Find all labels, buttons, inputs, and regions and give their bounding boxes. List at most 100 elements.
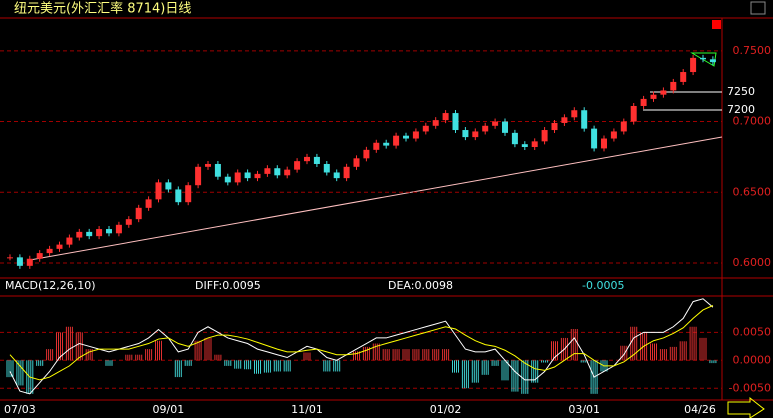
candle-body bbox=[313, 156, 320, 164]
candle-body bbox=[541, 130, 548, 142]
candle-body bbox=[610, 131, 617, 139]
candle-body bbox=[214, 163, 221, 177]
candle-body bbox=[185, 185, 192, 203]
candle-body bbox=[86, 231, 93, 237]
dea-label: DEA:0.0098 bbox=[388, 279, 453, 292]
candle-body bbox=[601, 138, 607, 149]
candle-body bbox=[700, 57, 706, 60]
candle-body bbox=[294, 161, 301, 170]
x-tick-label: 07/03 bbox=[4, 403, 36, 416]
macd-line bbox=[9, 298, 714, 395]
hist-label: -0.0005 bbox=[582, 279, 624, 292]
macd-line bbox=[9, 305, 714, 381]
candle-body bbox=[502, 121, 508, 133]
candle-body bbox=[36, 253, 43, 259]
candle-body bbox=[432, 120, 439, 126]
candle-body bbox=[670, 81, 677, 91]
trend-line bbox=[29, 136, 723, 261]
candle-body bbox=[165, 182, 172, 190]
candle-body bbox=[680, 72, 687, 82]
candle-body bbox=[581, 110, 588, 129]
candle-body bbox=[304, 156, 310, 162]
y-tick-label: 0.7000 bbox=[733, 115, 772, 128]
x-tick-label: 03/01 bbox=[568, 403, 600, 416]
candle-body bbox=[254, 173, 261, 179]
menu-button[interactable] bbox=[750, 1, 766, 15]
annotation: 7200 bbox=[727, 103, 755, 116]
candle-body bbox=[511, 132, 518, 145]
candle-body bbox=[244, 172, 251, 179]
macd-title: MACD(12,26,10) bbox=[5, 279, 96, 292]
candle-body bbox=[393, 135, 400, 146]
candle-body bbox=[403, 135, 409, 139]
candle-body bbox=[224, 176, 231, 183]
candle-body bbox=[640, 98, 647, 106]
y-tick-label: 0.7500 bbox=[733, 44, 772, 57]
corner-marker bbox=[712, 20, 721, 29]
candle-body bbox=[561, 117, 568, 123]
candle-body bbox=[175, 189, 182, 203]
candle-body bbox=[274, 168, 281, 176]
candle-body bbox=[115, 224, 122, 234]
candle-body bbox=[46, 248, 53, 254]
candle-body bbox=[353, 158, 360, 167]
candle-body bbox=[56, 244, 63, 249]
candle-body bbox=[482, 125, 489, 132]
candle-body bbox=[709, 59, 716, 63]
candle-body bbox=[125, 219, 132, 225]
candle-body bbox=[462, 130, 469, 138]
scroll-arrow[interactable] bbox=[727, 396, 765, 418]
candle-body bbox=[145, 199, 152, 208]
y-tick-label: 0.0050 bbox=[733, 325, 772, 338]
candle-body bbox=[412, 131, 419, 139]
chart-title: 纽元美元(外汇汇率 8714)日线 bbox=[14, 1, 191, 17]
y-tick-label: -0.0050 bbox=[729, 381, 771, 394]
candle-body bbox=[323, 163, 330, 173]
candle-body bbox=[521, 144, 528, 148]
candle-body bbox=[333, 172, 340, 179]
candle-body bbox=[531, 141, 538, 148]
candle-body bbox=[452, 113, 459, 131]
candle-body bbox=[76, 231, 83, 238]
x-tick-label: 11/01 bbox=[291, 403, 323, 416]
candle-body bbox=[26, 258, 33, 266]
x-tick-label: 09/01 bbox=[153, 403, 185, 416]
candle-body bbox=[571, 110, 578, 118]
candle-body bbox=[373, 142, 380, 150]
candle-body bbox=[343, 166, 350, 179]
candle-body bbox=[96, 229, 103, 237]
diff-label: DIFF:0.0095 bbox=[195, 279, 261, 292]
y-tick-label: 0.0000 bbox=[733, 353, 772, 366]
y-tick-label: 0.6000 bbox=[733, 256, 772, 269]
candle-body bbox=[492, 121, 499, 126]
candle-body bbox=[630, 105, 637, 122]
candle-body bbox=[205, 163, 211, 167]
candle-body bbox=[422, 125, 429, 132]
candle-body bbox=[7, 257, 13, 259]
annotation: 7250 bbox=[727, 85, 755, 98]
candle-body bbox=[620, 121, 627, 132]
candle-body bbox=[264, 168, 271, 174]
candle-body bbox=[591, 128, 598, 149]
candle-body bbox=[155, 182, 162, 200]
candle-body bbox=[472, 131, 479, 138]
candle-body bbox=[650, 94, 657, 99]
candle-body bbox=[66, 237, 73, 245]
y-tick-label: 0.6500 bbox=[733, 185, 772, 198]
candle-body bbox=[234, 172, 241, 183]
candle-body bbox=[284, 169, 291, 176]
x-tick-label: 04/26 bbox=[684, 403, 716, 416]
candle-body bbox=[135, 207, 142, 220]
candle-body bbox=[551, 122, 558, 131]
candle-body bbox=[383, 142, 390, 146]
candle-body bbox=[195, 166, 202, 186]
candle-body bbox=[660, 90, 667, 95]
candle-body bbox=[16, 257, 23, 266]
candle-body bbox=[442, 113, 449, 121]
x-tick-label: 01/02 bbox=[430, 403, 462, 416]
candle-body bbox=[363, 149, 370, 159]
candle-body bbox=[106, 229, 112, 234]
candle-body bbox=[690, 57, 697, 73]
